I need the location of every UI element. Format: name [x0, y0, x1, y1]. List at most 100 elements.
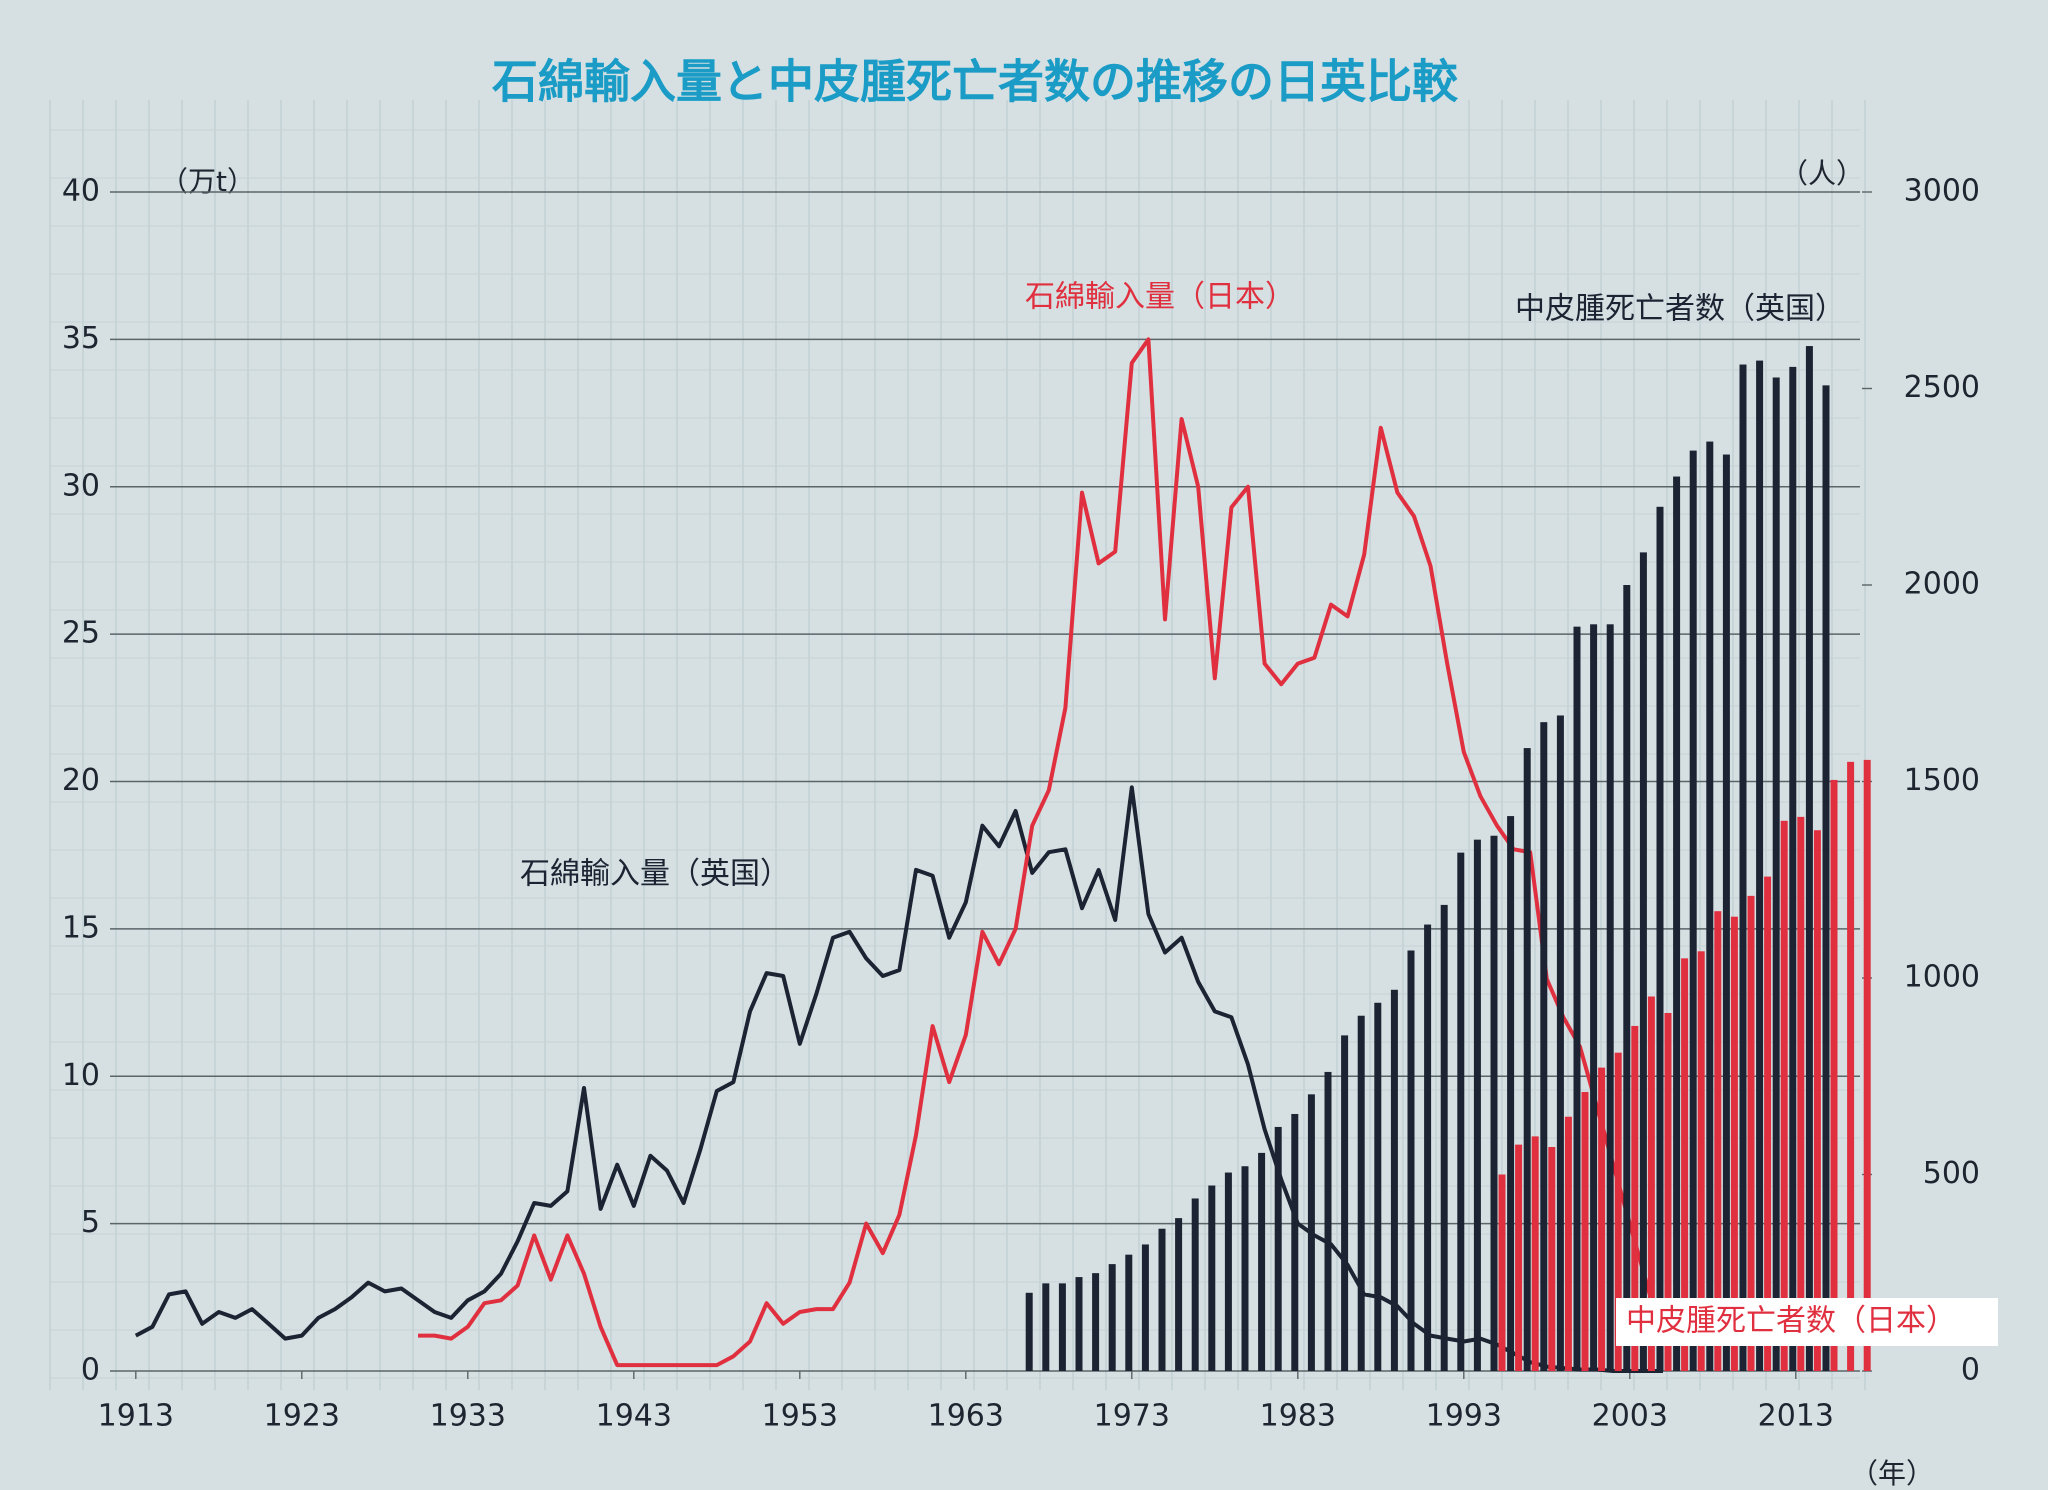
- bar: [1058, 1283, 1066, 1371]
- bar: [1772, 377, 1780, 1372]
- y2-tick-label: 0: [1961, 1353, 1980, 1388]
- bar: [1540, 722, 1548, 1371]
- bar: [1141, 1244, 1149, 1371]
- bar: [1764, 876, 1772, 1371]
- bar: [1042, 1283, 1050, 1371]
- bar: [1730, 916, 1738, 1371]
- y-tick-label: 20: [62, 763, 100, 798]
- bar: [1108, 1264, 1116, 1371]
- bar: [1341, 1035, 1349, 1371]
- y2-tick-label: 1000: [1904, 960, 1980, 995]
- series-label: 中皮腫死亡者数（英国）: [1515, 292, 1845, 327]
- y2-tick-label: 1500: [1904, 763, 1980, 798]
- bar: [1531, 1136, 1539, 1371]
- x-tick-label: 1993: [1426, 1399, 1502, 1434]
- bar: [1523, 748, 1531, 1371]
- bar: [1424, 924, 1432, 1371]
- bar: [1813, 830, 1821, 1371]
- series-label: 石綿輸入量（日本）: [1025, 280, 1295, 315]
- bar: [1656, 506, 1664, 1372]
- bar: [1830, 779, 1838, 1371]
- data-line: [418, 337, 1665, 1368]
- bar: [1457, 852, 1465, 1371]
- x-tick-label: 1973: [1094, 1399, 1170, 1434]
- y2-tick-label: 500: [1923, 1156, 1980, 1191]
- bar: [1756, 360, 1764, 1371]
- series-label: 石綿輸入量（英国）: [520, 857, 790, 892]
- bar: [1307, 1094, 1315, 1371]
- bar: [1822, 385, 1830, 1372]
- bar: [1614, 1052, 1622, 1371]
- x-tick-label: 1923: [264, 1399, 340, 1434]
- y-tick-label: 35: [62, 321, 100, 356]
- bar: [1390, 989, 1398, 1371]
- bar: [1241, 1166, 1249, 1371]
- x-tick-label: 1983: [1260, 1399, 1336, 1434]
- bar: [1274, 1126, 1282, 1371]
- x-tick-label: 2003: [1592, 1399, 1668, 1434]
- bar: [1291, 1113, 1299, 1371]
- bar: [1847, 761, 1855, 1371]
- y2-tick-label: 3000: [1904, 174, 1980, 209]
- bar: [1258, 1152, 1266, 1371]
- bar: [1224, 1172, 1232, 1371]
- y-axis-label: （万t）: [160, 165, 255, 198]
- bar: [1780, 820, 1788, 1371]
- x-tick-label: 2013: [1758, 1399, 1834, 1434]
- bar: [1706, 441, 1714, 1371]
- x-tick-label: 1933: [430, 1399, 506, 1434]
- x-tick-label: 1953: [762, 1399, 838, 1434]
- bar: [1797, 816, 1805, 1371]
- bar: [1324, 1071, 1332, 1371]
- bar: [1631, 1025, 1639, 1371]
- y-tick-label: 5: [81, 1205, 100, 1240]
- bar: [1863, 759, 1871, 1371]
- y-tick-label: 40: [62, 174, 100, 209]
- bar: [1191, 1198, 1199, 1371]
- bar: [1739, 364, 1747, 1372]
- bar: [1673, 476, 1681, 1372]
- bar: [1664, 1012, 1672, 1371]
- chart-title: 石綿輸入量と中皮腫死亡者数の推移の日英比較: [492, 55, 1459, 109]
- bar: [1025, 1292, 1033, 1371]
- bar: [1158, 1228, 1166, 1371]
- y-tick-label: 15: [62, 910, 100, 945]
- y2-axis-label: （人）: [1780, 157, 1864, 190]
- bar: [1590, 624, 1598, 1371]
- x-tick-label: 1913: [98, 1399, 174, 1434]
- bar: [1473, 839, 1481, 1371]
- bar: [1208, 1185, 1216, 1371]
- bar: [1357, 1015, 1365, 1371]
- bar: [1747, 895, 1755, 1371]
- y-tick-label: 10: [62, 1058, 100, 1093]
- bar: [1407, 950, 1415, 1371]
- bar: [1681, 958, 1689, 1371]
- bar: [1490, 835, 1498, 1371]
- bar: [1697, 951, 1705, 1371]
- bar: [1598, 1067, 1606, 1371]
- y-tick-label: 0: [81, 1353, 100, 1388]
- paper-grid: [49, 100, 1866, 1390]
- bar: [1440, 904, 1448, 1371]
- bar: [1639, 552, 1647, 1371]
- bar: [1548, 1146, 1556, 1371]
- bar: [1573, 626, 1581, 1371]
- series-label: 中皮腫死亡者数（日本）: [1626, 1304, 1956, 1339]
- bar: [1714, 911, 1722, 1371]
- y2-tick-label: 2000: [1904, 567, 1980, 602]
- x-tick-label: 1963: [928, 1399, 1004, 1434]
- bar: [1515, 1144, 1523, 1371]
- bar: [1092, 1273, 1100, 1371]
- y-tick-label: 30: [62, 468, 100, 503]
- label-box: [1616, 1298, 1998, 1346]
- bar: [1075, 1277, 1083, 1371]
- x-tick-label: 1943: [596, 1399, 672, 1434]
- bar: [1374, 1002, 1382, 1371]
- bar: [1581, 1091, 1589, 1371]
- bar: [1125, 1254, 1133, 1371]
- y-tick-label: 25: [62, 616, 100, 651]
- bar: [1606, 624, 1614, 1371]
- bar: [1647, 996, 1655, 1371]
